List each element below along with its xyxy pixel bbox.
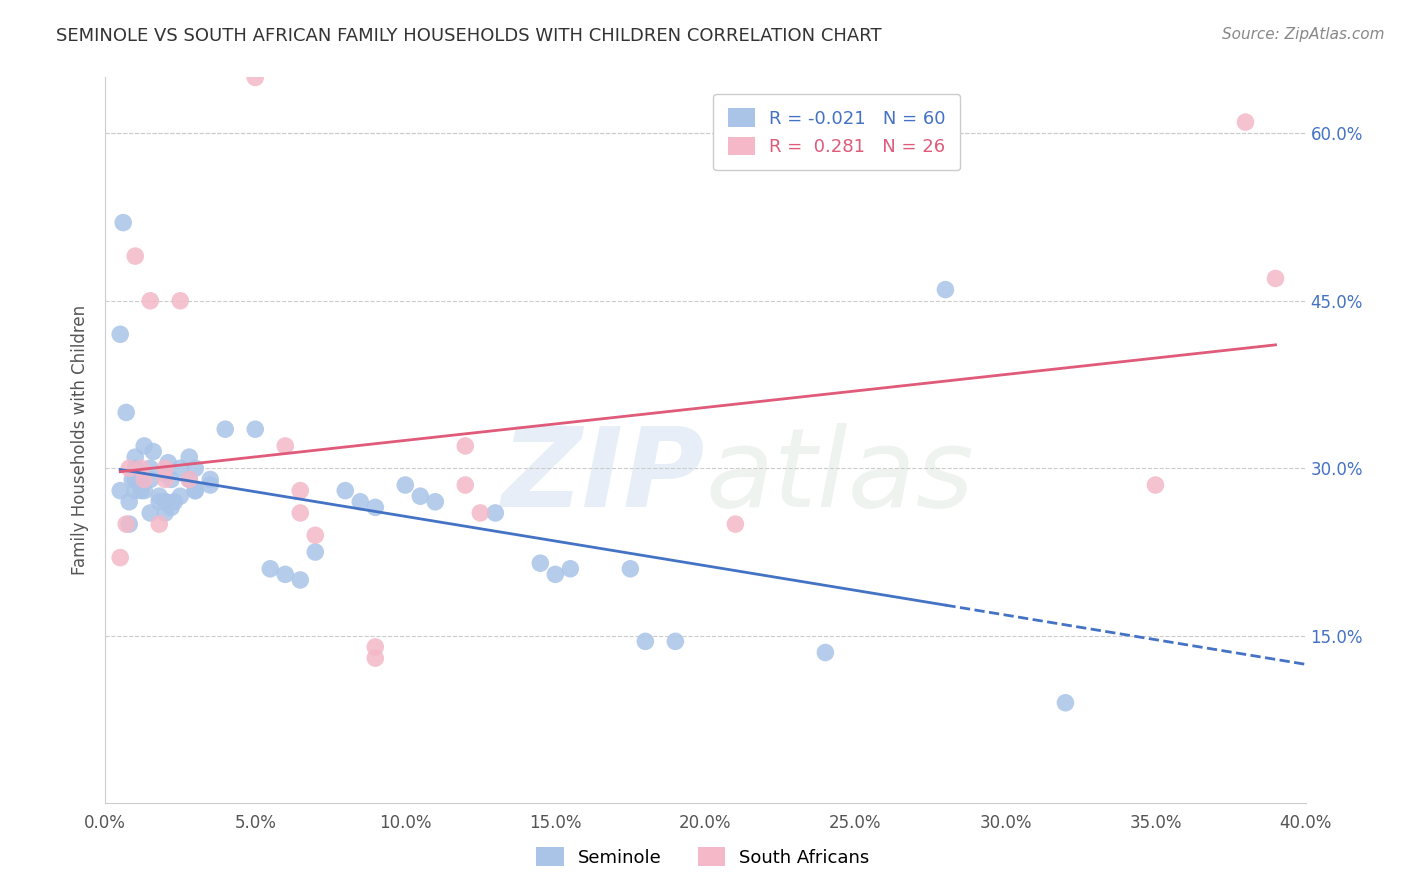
- Point: [214, 422, 236, 436]
- Point: [1054, 696, 1077, 710]
- Legend: R = -0.021   N = 60, R =  0.281   N = 26: R = -0.021 N = 60, R = 0.281 N = 26: [713, 94, 960, 170]
- Point: [814, 646, 837, 660]
- Point: [169, 293, 191, 308]
- Point: [290, 483, 312, 498]
- Point: [124, 472, 146, 486]
- Point: [634, 634, 657, 648]
- Point: [274, 567, 297, 582]
- Text: atlas: atlas: [706, 423, 974, 530]
- Point: [134, 439, 156, 453]
- Point: [148, 489, 170, 503]
- Point: [118, 495, 141, 509]
- Point: [142, 444, 165, 458]
- Point: [129, 478, 152, 492]
- Point: [134, 472, 156, 486]
- Legend: Seminole, South Africans: Seminole, South Africans: [529, 840, 877, 874]
- Point: [118, 461, 141, 475]
- Point: [200, 478, 222, 492]
- Point: [619, 562, 641, 576]
- Point: [155, 495, 177, 509]
- Point: [409, 489, 432, 503]
- Point: [155, 506, 177, 520]
- Point: [115, 517, 138, 532]
- Point: [470, 506, 492, 520]
- Point: [124, 450, 146, 464]
- Point: [118, 517, 141, 532]
- Point: [155, 472, 177, 486]
- Point: [1144, 478, 1167, 492]
- Point: [169, 461, 191, 475]
- Text: Source: ZipAtlas.com: Source: ZipAtlas.com: [1222, 27, 1385, 42]
- Point: [184, 461, 207, 475]
- Point: [290, 506, 312, 520]
- Point: [129, 483, 152, 498]
- Point: [364, 500, 387, 515]
- Point: [139, 461, 162, 475]
- Point: [139, 472, 162, 486]
- Point: [139, 506, 162, 520]
- Point: [169, 489, 191, 503]
- Point: [179, 472, 201, 486]
- Point: [112, 216, 135, 230]
- Point: [155, 461, 177, 475]
- Point: [121, 472, 143, 486]
- Point: [454, 478, 477, 492]
- Point: [200, 472, 222, 486]
- Point: [560, 562, 582, 576]
- Point: [724, 517, 747, 532]
- Point: [364, 640, 387, 654]
- Point: [110, 550, 132, 565]
- Point: [179, 472, 201, 486]
- Point: [454, 439, 477, 453]
- Point: [155, 467, 177, 481]
- Point: [304, 528, 326, 542]
- Text: SEMINOLE VS SOUTH AFRICAN FAMILY HOUSEHOLDS WITH CHILDREN CORRELATION CHART: SEMINOLE VS SOUTH AFRICAN FAMILY HOUSEHO…: [56, 27, 882, 45]
- Point: [110, 327, 132, 342]
- Point: [349, 495, 371, 509]
- Point: [245, 422, 267, 436]
- Y-axis label: Family Households with Children: Family Households with Children: [72, 305, 89, 575]
- Point: [148, 517, 170, 532]
- Point: [148, 495, 170, 509]
- Point: [160, 472, 183, 486]
- Point: [155, 495, 177, 509]
- Point: [544, 567, 567, 582]
- Point: [1264, 271, 1286, 285]
- Point: [245, 70, 267, 85]
- Point: [115, 405, 138, 419]
- Point: [129, 461, 152, 475]
- Point: [274, 439, 297, 453]
- Text: ZIP: ZIP: [502, 423, 706, 530]
- Point: [529, 556, 551, 570]
- Point: [124, 483, 146, 498]
- Point: [335, 483, 357, 498]
- Point: [124, 249, 146, 263]
- Point: [139, 293, 162, 308]
- Point: [1234, 115, 1257, 129]
- Point: [160, 500, 183, 515]
- Point: [394, 478, 416, 492]
- Point: [184, 483, 207, 498]
- Point: [484, 506, 506, 520]
- Point: [110, 483, 132, 498]
- Point: [304, 545, 326, 559]
- Point: [184, 483, 207, 498]
- Point: [163, 495, 186, 509]
- Point: [664, 634, 686, 648]
- Point: [157, 456, 180, 470]
- Point: [364, 651, 387, 665]
- Point: [179, 450, 201, 464]
- Point: [259, 562, 281, 576]
- Point: [425, 495, 447, 509]
- Point: [124, 461, 146, 475]
- Point: [134, 483, 156, 498]
- Point: [290, 573, 312, 587]
- Point: [934, 283, 956, 297]
